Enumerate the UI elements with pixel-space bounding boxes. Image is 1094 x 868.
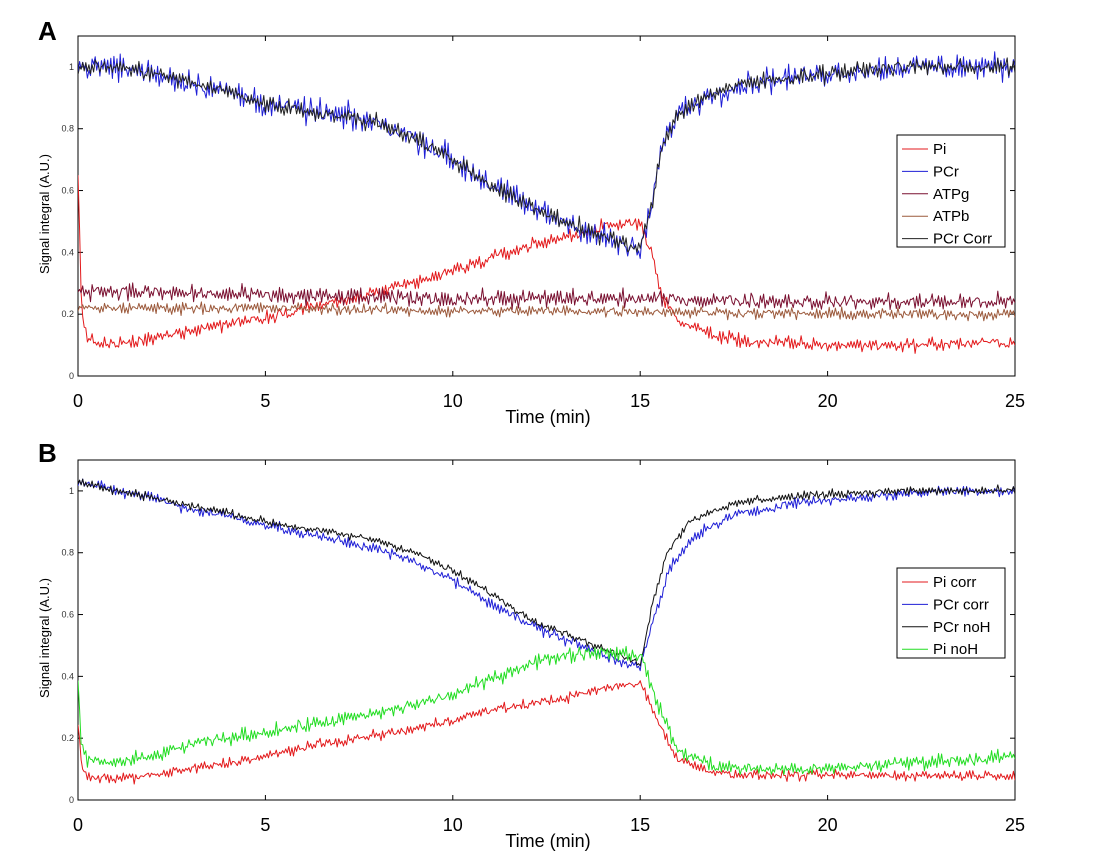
series-group xyxy=(78,51,1015,354)
legend-entry: PCr Corr xyxy=(933,231,992,248)
panel-label: B xyxy=(38,438,57,468)
legend-box xyxy=(896,134,1006,248)
y-tick-label: 1 xyxy=(69,486,74,496)
legend-entry: PCr xyxy=(933,163,959,180)
x-tick-label: 5 xyxy=(260,815,270,835)
series-line-pcr-corr xyxy=(78,57,1015,253)
x-tick-label: 25 xyxy=(1005,391,1025,411)
series-line-atpg xyxy=(78,282,1015,311)
series-line-pi xyxy=(78,175,1015,354)
x-tick-label: 15 xyxy=(630,391,650,411)
legend: Pi corr PCr corr PCr noH Pi noH xyxy=(896,567,1006,659)
series-line-pcr-noh xyxy=(78,478,1015,667)
legend-entry: Pi corr xyxy=(933,574,976,591)
legend-box xyxy=(896,567,1006,659)
plot-area xyxy=(77,459,1016,801)
series-line-pi-corr xyxy=(78,680,1015,785)
y-tick-label: 0.8 xyxy=(61,124,74,134)
series-line-pcr xyxy=(78,51,1015,259)
y-tick-label: 0.8 xyxy=(61,548,74,558)
y-tick-label: 0.2 xyxy=(61,309,74,319)
y-tick-label: 1 xyxy=(69,62,74,72)
panel-label: A xyxy=(38,16,57,46)
legend-entry: PCr corr xyxy=(933,596,989,613)
x-axis-label: Time (min) xyxy=(505,831,590,851)
plot-area xyxy=(77,35,1016,377)
x-tick-label: 0 xyxy=(73,815,83,835)
y-tick-label: 0.2 xyxy=(61,733,74,743)
y-tick-label: 0.4 xyxy=(61,247,74,257)
x-tick-label: 10 xyxy=(443,815,463,835)
legend-entry: ATPg xyxy=(933,186,969,203)
y-tick-label: 0.6 xyxy=(61,610,74,620)
y-tick-label: 0 xyxy=(69,795,74,805)
y-tick-label: 0.6 xyxy=(61,186,74,196)
x-axis-label: Time (min) xyxy=(505,407,590,427)
series-line-atpb xyxy=(78,301,1015,322)
y-axis-label: Signal integral (A.U.) xyxy=(37,154,52,274)
legend-entry: Pi noH xyxy=(933,641,978,658)
legend-entry: PCr noH xyxy=(933,619,991,636)
series-line-pi-noh xyxy=(78,645,1015,775)
y-axis-label: Signal integral (A.U.) xyxy=(37,578,52,698)
series-group xyxy=(78,478,1015,785)
x-tick-label: 10 xyxy=(443,391,463,411)
legend-entry: Pi xyxy=(933,141,946,158)
x-tick-label: 20 xyxy=(818,391,838,411)
y-tick-label: 0.4 xyxy=(61,671,74,681)
x-tick-label: 20 xyxy=(818,815,838,835)
series-line-pcr-corr xyxy=(78,478,1015,672)
y-tick-label: 0 xyxy=(69,371,74,381)
x-tick-label: 25 xyxy=(1005,815,1025,835)
legend-entry: ATPb xyxy=(933,208,969,225)
x-tick-label: 0 xyxy=(73,391,83,411)
x-tick-label: 15 xyxy=(630,815,650,835)
x-tick-label: 5 xyxy=(260,391,270,411)
legend: Pi PCr ATPg ATPb PCr Corr xyxy=(896,134,1006,248)
